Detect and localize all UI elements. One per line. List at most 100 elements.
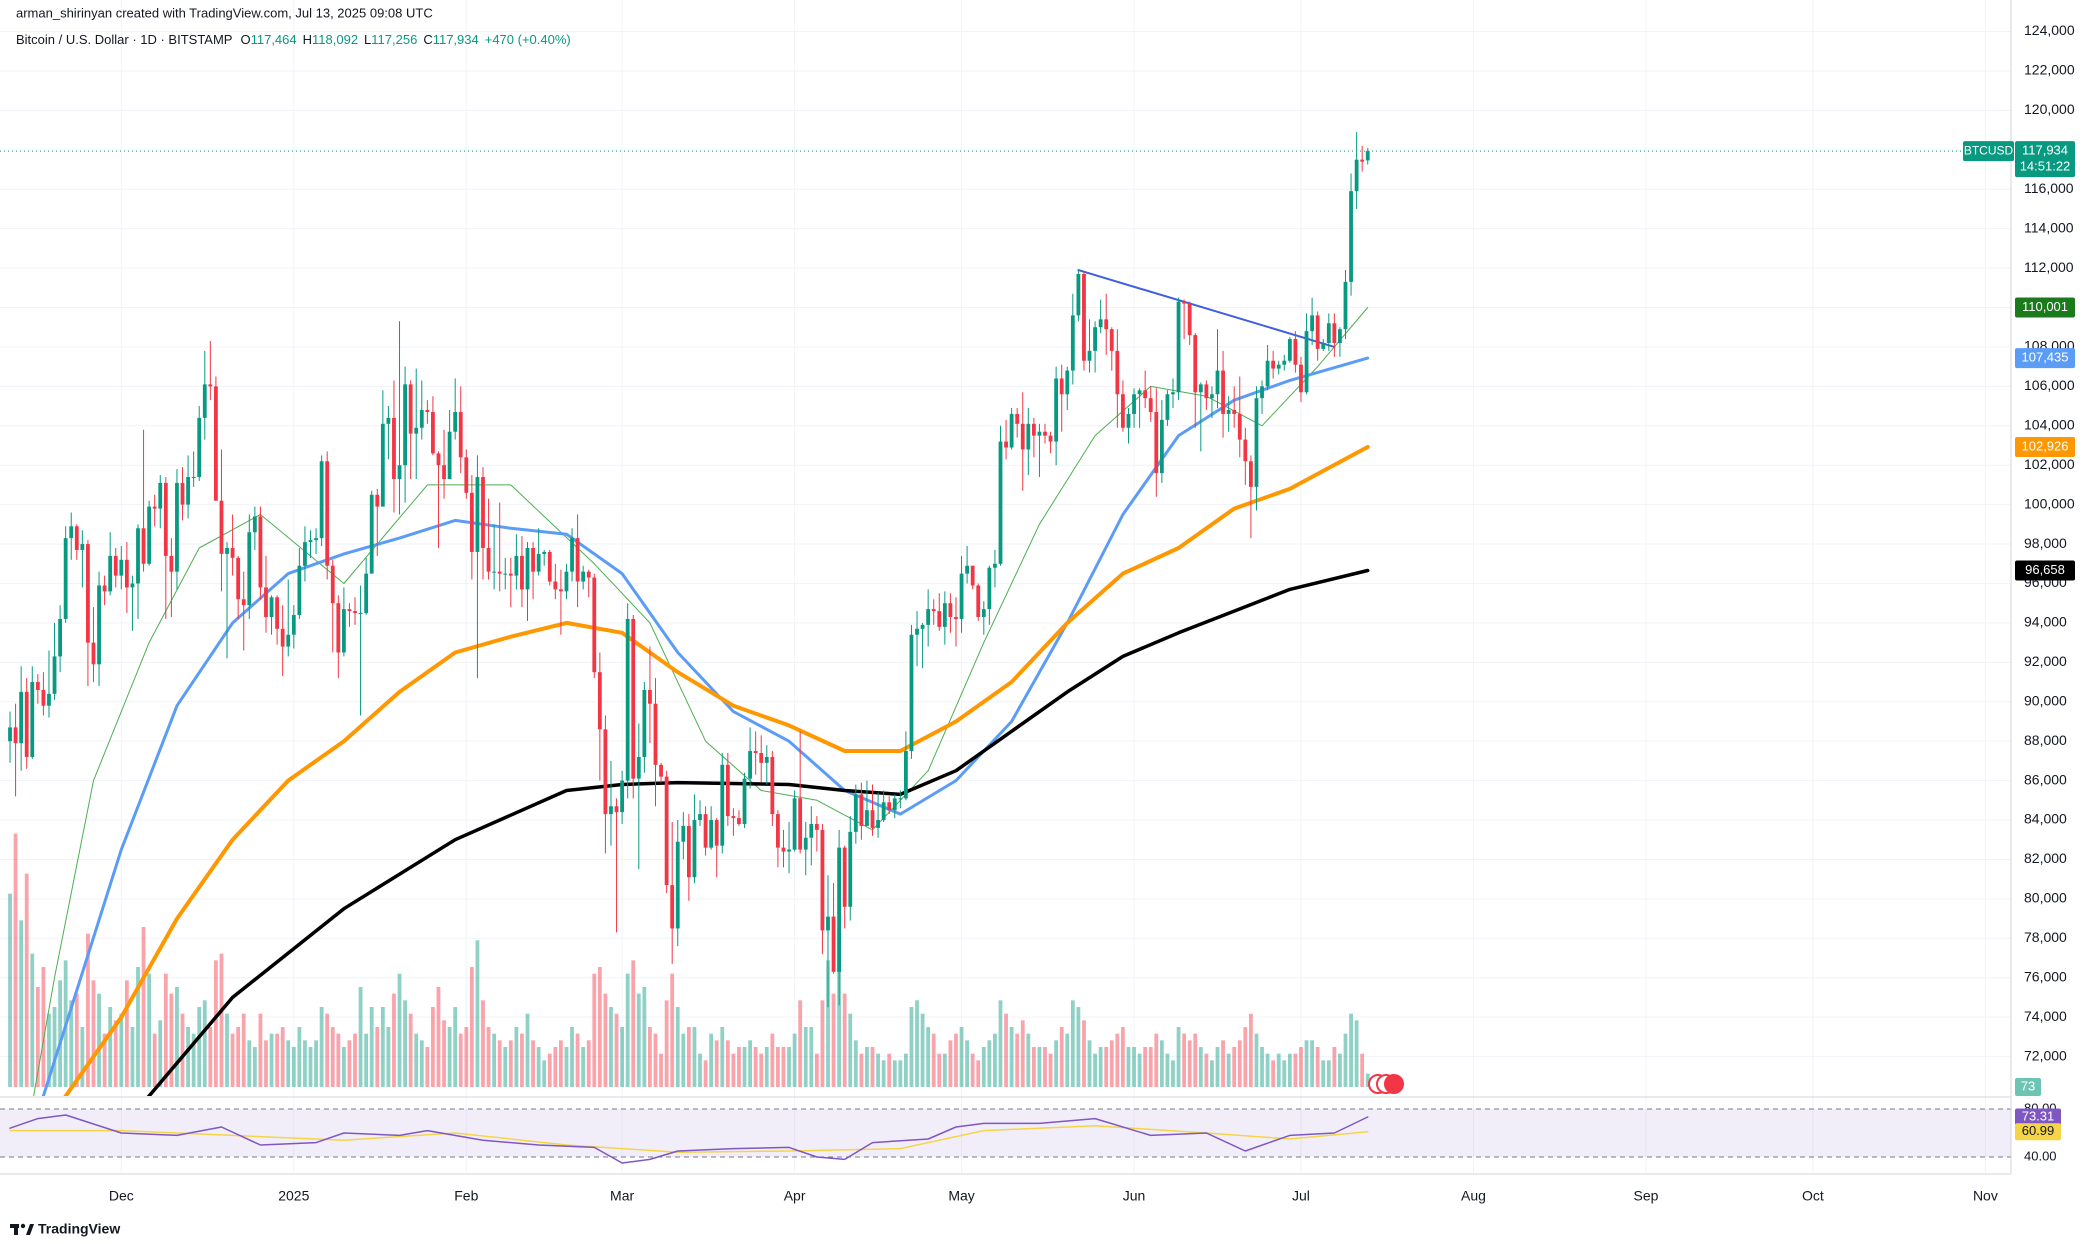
candle-body — [1260, 386, 1264, 399]
candle-body — [1282, 360, 1287, 365]
volume-bar — [631, 960, 636, 1087]
volume-bar — [731, 1053, 736, 1087]
volume-bar — [30, 953, 35, 1087]
candle-body — [169, 555, 174, 572]
candle-body — [241, 599, 246, 606]
volume-bar — [909, 1007, 914, 1087]
candle-body — [681, 825, 686, 842]
candle-body — [865, 810, 869, 826]
candle-body — [920, 624, 925, 629]
volume-bar — [1221, 1040, 1225, 1087]
volume-bar — [1115, 1033, 1120, 1087]
volume-bar — [659, 1053, 663, 1087]
volume-bar — [436, 987, 441, 1087]
volume-bar — [993, 1033, 997, 1087]
candle-body — [1165, 394, 1170, 420]
candle-body — [91, 642, 96, 665]
volume-bar — [714, 1040, 719, 1087]
volume-bar — [330, 1027, 335, 1087]
candle-body — [1271, 360, 1276, 369]
candle-body — [1070, 315, 1075, 371]
candle-body — [570, 538, 574, 572]
candle-body — [1204, 384, 1209, 399]
volume-bar — [425, 1047, 430, 1087]
y-tick-label: 104,000 — [2024, 416, 2075, 432]
volume-bar — [147, 973, 152, 1087]
y-tick-label: 116,000 — [2024, 180, 2074, 196]
candle-body — [531, 548, 535, 572]
volume-bar — [1321, 1060, 1326, 1087]
legend-value: 118,092 — [312, 32, 358, 47]
candle-body — [948, 603, 953, 617]
volume-bar — [486, 1027, 491, 1087]
volume-bar — [625, 973, 630, 1087]
volume-bar — [1360, 1053, 1365, 1087]
volume-bar — [325, 1013, 330, 1087]
candle-body — [1304, 331, 1309, 393]
volume-bar — [1265, 1053, 1270, 1087]
candle-body — [1248, 461, 1253, 487]
volume-bar — [1254, 1033, 1259, 1087]
brand-logo — [10, 1223, 34, 1235]
candle-body — [492, 571, 497, 573]
volume-bar — [280, 1027, 285, 1087]
volume-bar — [1198, 1047, 1203, 1087]
candle-body — [386, 417, 391, 424]
grid — [0, 0, 2011, 1173]
ma-tag-bg — [2015, 560, 2075, 581]
candle-body — [86, 544, 90, 643]
volume-bar — [408, 1013, 413, 1087]
candle-body — [1343, 281, 1348, 330]
candle-body — [1020, 423, 1025, 450]
candle-body — [1159, 419, 1164, 474]
volume-bar — [108, 1007, 113, 1087]
volume-bar — [91, 980, 96, 1087]
candle-body — [1287, 339, 1292, 361]
candle-body — [998, 441, 1003, 564]
volume-bar — [297, 1027, 302, 1087]
volume-bar — [191, 1033, 196, 1087]
candle-body — [1365, 151, 1370, 161]
candle-body — [1215, 370, 1220, 395]
volume-bar — [80, 1027, 85, 1087]
volume-bar — [759, 1053, 764, 1087]
candle-body — [659, 764, 663, 777]
rsi-band — [0, 1108, 2011, 1158]
volume-bar — [163, 973, 168, 1087]
volume-bar — [998, 1000, 1003, 1087]
candle-body — [1226, 410, 1231, 414]
volume-bar — [675, 1007, 680, 1087]
candle-body — [186, 477, 190, 505]
volume-bar — [1109, 1040, 1114, 1087]
candle-body — [147, 506, 152, 564]
candle-body — [330, 565, 335, 604]
candle-body — [1031, 423, 1036, 436]
candle-body — [1082, 274, 1086, 361]
candle-body — [1321, 342, 1326, 349]
x-tick-label: Aug — [1461, 1188, 1486, 1204]
candle-body — [898, 798, 903, 800]
volume-bar — [1037, 1047, 1042, 1087]
y-tick-label: 80,000 — [2024, 890, 2067, 906]
y-tick-label: 76,000 — [2024, 968, 2067, 984]
volume-bar — [525, 1013, 530, 1087]
volume-bar — [770, 1033, 775, 1087]
volume-bar — [1026, 1033, 1031, 1087]
volume-bar — [1126, 1047, 1131, 1087]
logo-part — [20, 1223, 26, 1229]
volume-bar — [392, 993, 396, 1087]
volume-bar — [403, 1000, 407, 1087]
candle-body — [325, 461, 330, 566]
volume-bar — [976, 1060, 981, 1087]
volume-bar — [865, 1047, 869, 1087]
candle-body — [1026, 423, 1031, 450]
volume-bar — [842, 993, 847, 1087]
volume-bar — [803, 1027, 808, 1087]
candle-body — [1037, 431, 1042, 436]
volume-bar — [1104, 1047, 1109, 1087]
volume-bar — [742, 1047, 747, 1087]
x-tick-label: Feb — [454, 1188, 478, 1204]
candle-body — [80, 544, 85, 550]
